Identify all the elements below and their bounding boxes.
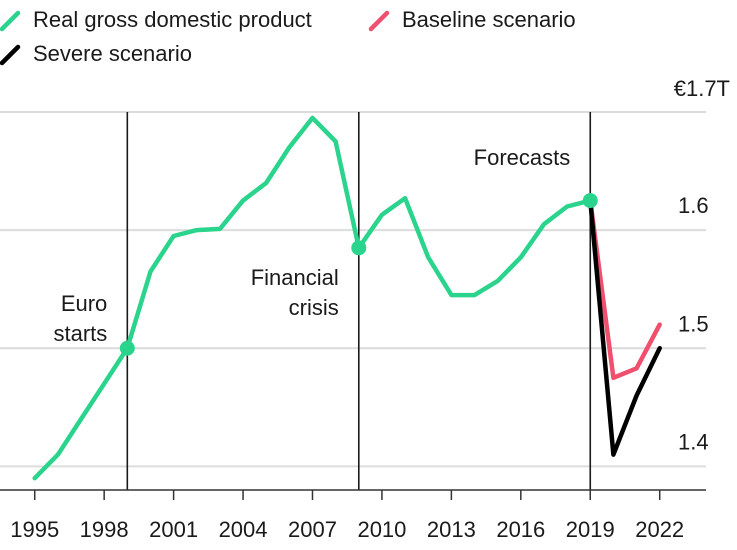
marker-0 xyxy=(119,340,135,356)
legend-swatch-gdp xyxy=(0,10,21,32)
x-tick-label-6: 2013 xyxy=(427,517,476,542)
event-annotations: Euro starts Financial crisis Forecasts xyxy=(54,145,571,346)
legend-label-baseline: Baseline scenario xyxy=(402,7,576,32)
annotation-0-line-1: starts xyxy=(54,321,108,346)
x-tick-label-0: 1995 xyxy=(10,517,59,542)
y-tick-label-2: 1.6 xyxy=(678,193,709,218)
x-tick-label-7: 2016 xyxy=(496,517,545,542)
series-line-1 xyxy=(588,198,662,381)
legend-label-severe: Severe scenario xyxy=(33,41,192,66)
marker-1 xyxy=(351,240,367,256)
event-lines xyxy=(126,112,592,490)
series-line-2 xyxy=(588,198,662,457)
x-tick-label-1: 1998 xyxy=(80,517,129,542)
y-tick-label-3: €1.7T xyxy=(674,76,730,101)
y-tick-label-1: 1.5 xyxy=(678,311,709,336)
x-tick-label-2: 2001 xyxy=(149,517,198,542)
legend-swatch-baseline xyxy=(368,10,390,32)
y-tick-label-0: 1.4 xyxy=(678,429,709,454)
series-lines xyxy=(32,115,662,481)
legend: Real gross domestic product Baseline sce… xyxy=(0,7,576,66)
x-tick-label-4: 2007 xyxy=(288,517,337,542)
event-markers xyxy=(119,193,598,356)
annotation-1-line-1: crisis xyxy=(289,295,339,320)
legend-label-gdp: Real gross domestic product xyxy=(33,7,312,32)
x-tick-label-3: 2004 xyxy=(219,517,268,542)
y-axis: 1.4 1.5 1.6 €1.7T xyxy=(674,76,730,454)
legend-swatch-severe xyxy=(0,44,21,66)
marker-2 xyxy=(582,193,598,209)
annotation-1-line-0: Financial xyxy=(251,265,339,290)
annotation-2-line-0: Forecasts xyxy=(474,145,571,170)
x-tick-label-8: 2019 xyxy=(566,517,615,542)
annotation-0-line-0: Euro xyxy=(61,291,107,316)
x-tick-label-5: 2010 xyxy=(357,517,406,542)
x-axis: 1995 1998 2001 2004 2007 2010 2013 2016 2019 2022 xyxy=(0,489,706,542)
x-tick-label-9: 2022 xyxy=(635,517,684,542)
